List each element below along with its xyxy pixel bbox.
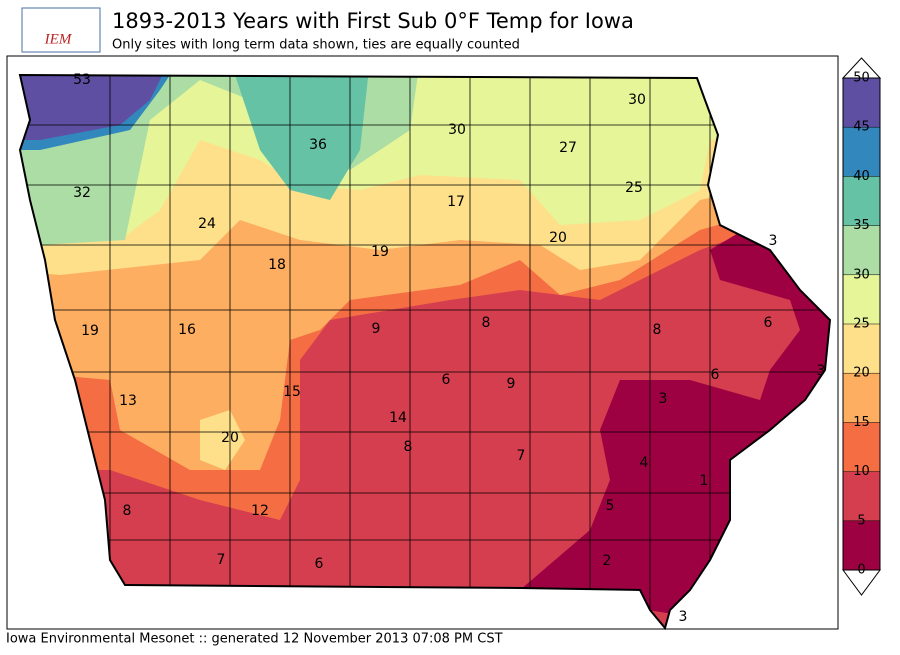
- station-value: 4: [640, 455, 649, 471]
- colorbar-tick-label: 40: [853, 169, 870, 184]
- station-value: 9: [507, 376, 516, 392]
- station-value: 6: [711, 367, 720, 383]
- colorbar-tick-label: 15: [853, 415, 870, 430]
- colorbar-swatch: [843, 127, 880, 177]
- station-value: 15: [283, 384, 301, 400]
- station-value: 6: [442, 372, 451, 388]
- colorbar-tick-label: 35: [853, 218, 870, 233]
- station-value: 9: [372, 321, 381, 337]
- county-lines: [20, 75, 830, 628]
- station-value: 27: [559, 140, 577, 156]
- colorbar-tick-label: 5: [857, 513, 865, 528]
- colorbar-swatch: [843, 471, 880, 521]
- station-value: 30: [448, 122, 466, 138]
- station-value: 8: [482, 315, 491, 331]
- station-value: 19: [81, 323, 99, 339]
- subtitle: Only sites with long term data shown, ti…: [112, 38, 520, 53]
- colorbar-tick-label: 20: [853, 366, 870, 381]
- contours: [20, 75, 830, 628]
- station-value: 3: [817, 363, 826, 379]
- colorbar-tick-label: 10: [853, 464, 870, 479]
- station-value: 1: [700, 473, 709, 489]
- station-value: 17: [447, 194, 465, 210]
- station-value: 25: [625, 180, 643, 196]
- colorbar-swatch: [843, 520, 880, 570]
- station-value: 13: [119, 393, 137, 409]
- contour-fill: [20, 75, 170, 140]
- station-value: 8: [123, 503, 132, 519]
- footer: Iowa Environmental Mesonet :: generated …: [6, 632, 503, 647]
- station-value: 6: [764, 315, 773, 331]
- station-value: 30: [628, 92, 646, 108]
- station-value: 19: [371, 244, 389, 260]
- station-value: 36: [309, 137, 327, 153]
- station-value: 24: [198, 216, 216, 232]
- contour-fill: [200, 410, 245, 470]
- station-value: 8: [653, 322, 662, 338]
- colorbar-swatch: [843, 176, 880, 226]
- station-value: 3: [769, 233, 778, 249]
- colorbar: 0 5 10 15 20 25 30 35 40 45 50: [841, 57, 882, 596]
- colorbar-swatch: [843, 422, 880, 472]
- colorbar-tick-label: 45: [853, 120, 870, 135]
- title: 1893-2013 Years with First Sub 0°F Temp …: [112, 9, 634, 33]
- station-value: 2: [603, 553, 612, 569]
- colorbar-swatch: [843, 373, 880, 423]
- station-value: 7: [517, 448, 526, 464]
- colorbar-tick-label: 25: [853, 317, 870, 332]
- station-value: 8: [404, 439, 413, 455]
- station-value: 12: [251, 503, 269, 519]
- colorbar-tick-label: 0: [857, 563, 865, 578]
- station-value: 53: [73, 72, 91, 88]
- station-value: 20: [549, 230, 567, 246]
- station-value: 3: [679, 609, 688, 625]
- station-value: 20: [221, 430, 239, 446]
- logo-frame: [21, 7, 101, 53]
- station-value: 14: [389, 410, 407, 426]
- station-value: 32: [73, 185, 91, 201]
- station-value: 7: [217, 552, 226, 568]
- colorbar-swatch: [843, 225, 880, 275]
- colorbar-tick-label: 30: [853, 267, 870, 282]
- colorbar-swatch: [843, 78, 880, 128]
- colorbar-swatch: [843, 324, 880, 374]
- contour-fill: [230, 75, 370, 200]
- station-value: 18: [268, 257, 286, 273]
- colorbar-tick-label: 50: [853, 71, 870, 86]
- contour-fill: [20, 75, 830, 245]
- station-value: 3: [659, 391, 668, 407]
- station-value: 5: [606, 498, 615, 514]
- logo-text: IEM: [44, 31, 73, 47]
- station-value: 6: [315, 556, 324, 572]
- colorbar-swatch: [843, 274, 880, 324]
- station-value: 16: [178, 322, 196, 338]
- logo: IEM: [21, 7, 101, 53]
